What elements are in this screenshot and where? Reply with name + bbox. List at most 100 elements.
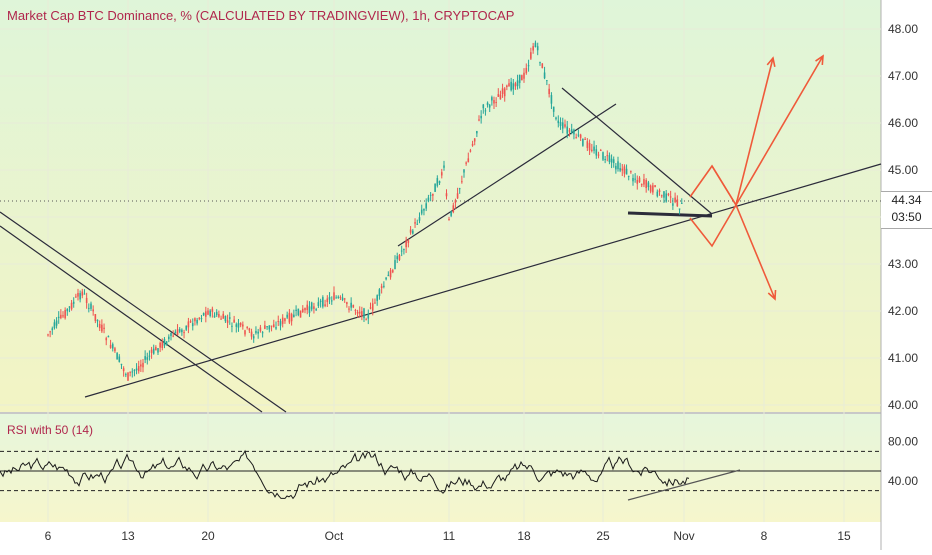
price-tick-label: 48.00	[888, 22, 918, 36]
candle-body	[495, 102, 497, 104]
candle-body	[202, 312, 205, 316]
time-tick-label: 18	[517, 529, 531, 543]
candle-body	[317, 302, 320, 306]
candle-body	[391, 270, 394, 273]
candle-body	[380, 286, 383, 289]
candle-body	[638, 177, 641, 183]
candle-body	[570, 129, 573, 133]
candle-body	[301, 308, 304, 313]
arrow-head-up-2	[815, 54, 824, 66]
candle-body	[62, 315, 64, 317]
candle-body	[667, 193, 670, 196]
candle-body	[663, 191, 665, 198]
candle-body	[654, 185, 656, 188]
candle-body	[658, 190, 661, 193]
arrow-path-up-2	[711, 55, 824, 207]
candle-body	[293, 314, 295, 318]
candle-body	[356, 311, 359, 314]
candle-body	[566, 126, 569, 134]
price-tick-label: 47.00	[888, 69, 918, 83]
candle-body	[527, 65, 530, 67]
candle-body	[530, 52, 532, 59]
candle-body	[224, 315, 227, 322]
candle-body	[163, 339, 166, 346]
candle-body	[467, 158, 470, 163]
candle-body	[634, 178, 636, 180]
candle-body	[150, 349, 153, 353]
candle-body	[478, 119, 480, 121]
candle-body	[378, 289, 381, 296]
candle-body	[407, 240, 410, 243]
candle-body	[678, 208, 681, 210]
time-tick-label: 20	[201, 529, 215, 543]
candle-body	[448, 219, 450, 221]
candle-body	[326, 298, 329, 303]
candle-body	[120, 363, 123, 365]
candle-body	[619, 168, 621, 171]
candle-body	[623, 166, 626, 174]
candle-body	[181, 329, 183, 333]
candle-body	[656, 191, 659, 197]
candle-body	[264, 325, 266, 329]
rsi-tick-label: 40.00	[888, 474, 918, 488]
candle-body	[142, 362, 144, 368]
candle-body	[541, 63, 544, 69]
candle-body	[101, 324, 103, 332]
candle-body	[627, 175, 630, 177]
candle-body	[324, 304, 326, 306]
candle-body	[261, 332, 264, 334]
candle-body	[597, 154, 600, 156]
candle-body	[64, 310, 66, 319]
trendline-long-support	[84, 163, 882, 398]
candle-body	[322, 297, 324, 307]
candle-body	[304, 308, 306, 311]
candle-body	[514, 83, 517, 87]
candle-body	[233, 319, 235, 323]
candle-body	[649, 185, 652, 192]
candle-body	[47, 334, 49, 336]
candle-body	[127, 372, 129, 381]
candle-body	[172, 335, 174, 337]
candle-body	[394, 260, 396, 270]
candle-body	[205, 311, 207, 317]
trendline-descending	[561, 87, 713, 215]
candle-body	[55, 320, 58, 326]
price-tick-label: 45.00	[888, 163, 918, 177]
candle-body	[315, 309, 317, 311]
candle-body	[621, 168, 624, 171]
candle-body	[228, 317, 231, 319]
candle-body	[423, 208, 425, 211]
candle-body	[484, 110, 487, 112]
candle-body	[350, 302, 352, 308]
price-tick-label: 42.00	[888, 304, 918, 318]
candle-body	[608, 155, 611, 162]
candle-body	[387, 274, 390, 277]
current-price-countdown: 03:50	[891, 210, 922, 224]
candle-body	[306, 304, 309, 311]
candle-body	[536, 46, 539, 51]
candle-body	[189, 321, 192, 323]
trendline-down-2	[0, 225, 263, 413]
candle-body	[235, 324, 238, 327]
candle-body	[272, 324, 275, 328]
candle-body	[98, 323, 101, 329]
candle-body	[346, 302, 348, 305]
candle-body	[60, 314, 62, 319]
candle-body	[555, 117, 557, 120]
candle-body	[155, 347, 157, 351]
trendline-down-1	[0, 211, 287, 413]
candle-body	[144, 356, 146, 360]
candle-body	[114, 348, 116, 352]
candle-body	[652, 185, 654, 193]
candle-body	[676, 199, 679, 207]
candle-body	[237, 323, 240, 328]
candle-body	[165, 341, 168, 345]
triangle-base	[627, 211, 713, 218]
candle-body	[83, 293, 86, 295]
candle-body	[491, 97, 493, 101]
candle-body	[137, 366, 140, 372]
candle-body	[198, 317, 201, 319]
candle-body	[231, 325, 233, 327]
current-price-tag: 44.34 03:50	[881, 191, 932, 229]
